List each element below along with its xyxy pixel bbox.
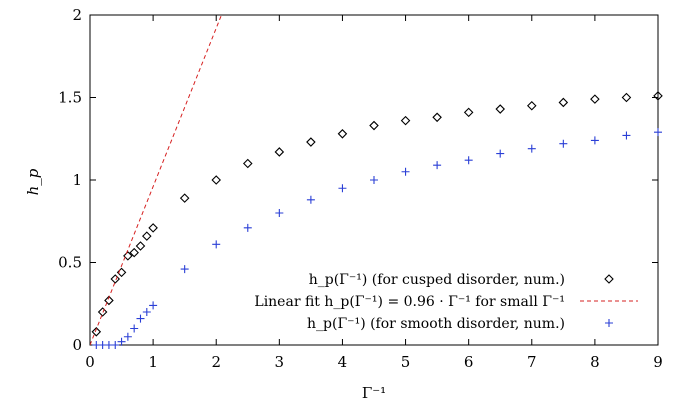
x-tick-label: 2: [211, 353, 221, 371]
data-point-diamond: [369, 120, 379, 131]
x-tick-label: 8: [590, 353, 600, 371]
x-tick-label: 3: [275, 353, 285, 371]
data-point-plus: [130, 324, 139, 333]
data-point-plus: [401, 167, 410, 176]
data-point-plus: [123, 332, 132, 341]
legend-entry-label: h_p(Γ⁻¹) (for smooth disorder, num.): [307, 316, 565, 332]
data-point-plus: [496, 149, 505, 158]
data-point-diamond: [653, 91, 663, 101]
data-point-diamond: [211, 175, 222, 185]
x-axis-label: Γ⁻¹: [362, 384, 386, 402]
data-point-diamond: [142, 231, 152, 241]
data-point-plus: [654, 128, 662, 137]
data-point-diamond: [104, 295, 114, 306]
y-axis-label: h_p: [24, 168, 42, 195]
data-point-diamond: [274, 147, 285, 157]
data-point-plus: [527, 144, 536, 153]
x-tick-label: 9: [653, 353, 663, 371]
data-point-plus: [149, 301, 158, 310]
data-point-diamond: [179, 193, 190, 203]
series-1: [90, 15, 222, 345]
y-tick-label: 0.5: [58, 254, 82, 272]
data-point-diamond: [337, 129, 348, 139]
data-point-plus: [180, 265, 189, 274]
x-tick-label: 5: [401, 353, 411, 371]
data-point-plus: [275, 209, 284, 217]
data-point-diamond: [621, 92, 632, 103]
x-tick-label: 6: [464, 353, 474, 371]
legend-entry-label: Linear fit h_p(Γ⁻¹) = 0.96 · Γ⁻¹ for sma…: [254, 294, 565, 310]
data-point-diamond: [432, 112, 442, 123]
x-tick-label: 4: [338, 353, 348, 371]
data-point-plus: [338, 184, 347, 193]
data-point-diamond: [526, 100, 537, 111]
data-point-plus: [590, 136, 599, 145]
data-point-diamond: [129, 247, 139, 258]
fit-line: [90, 15, 222, 345]
data-point-diamond: [116, 267, 127, 278]
series-2: [92, 128, 662, 349]
data-point-diamond: [123, 251, 133, 261]
data-point-diamond: [495, 104, 506, 114]
data-point-plus: [464, 156, 473, 165]
data-point-plus: [111, 341, 120, 349]
data-point-plus: [142, 308, 151, 316]
y-tick-label: 2: [72, 6, 82, 24]
x-tick-label: 7: [527, 353, 537, 371]
data-point-plus: [306, 195, 315, 204]
data-point-plus: [212, 240, 221, 249]
legend-plus-marker: [605, 319, 613, 327]
series-0: [91, 91, 663, 337]
data-point-diamond: [135, 241, 146, 251]
y-tick-label: 0: [72, 336, 82, 354]
data-point-diamond: [242, 158, 253, 169]
y-tick-label: 1: [72, 171, 82, 189]
legend-entry-label: h_p(Γ⁻¹) (for cusped disorder, num.): [309, 272, 565, 288]
data-point-diamond: [306, 137, 316, 147]
data-point-diamond: [463, 107, 474, 118]
data-point-diamond: [558, 97, 569, 108]
data-point-plus: [433, 161, 442, 170]
data-point-plus: [559, 139, 568, 148]
data-point-diamond: [91, 327, 102, 337]
data-point-plus: [136, 314, 145, 323]
data-point-plus: [243, 223, 252, 232]
data-point-plus: [117, 337, 126, 346]
y-tick-label: 1.5: [58, 89, 82, 107]
data-point-diamond: [110, 274, 121, 284]
data-point-diamond: [97, 307, 108, 317]
data-point-diamond: [148, 223, 158, 233]
data-point-plus: [370, 176, 378, 184]
data-point-plus: [622, 131, 631, 140]
x-tick-label: 0: [85, 353, 95, 371]
legend-diamond-marker: [604, 274, 614, 284]
data-point-diamond: [590, 94, 600, 104]
data-point-diamond: [400, 115, 411, 126]
x-tick-label: 1: [148, 353, 158, 371]
